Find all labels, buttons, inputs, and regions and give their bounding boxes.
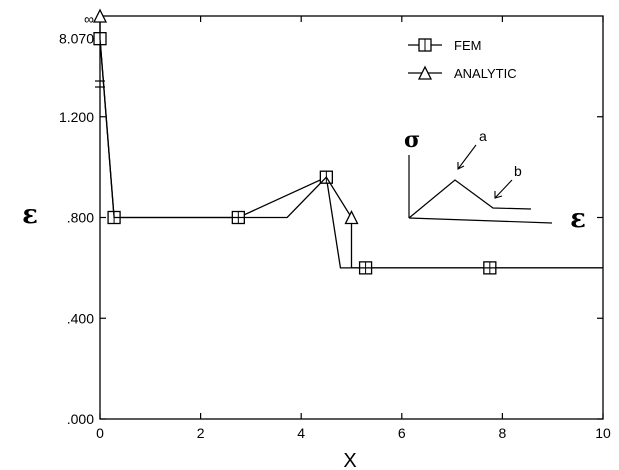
legend: FEM ANALYTIC [408,38,517,81]
inset-label-a: a [479,128,487,144]
stress-strain-inset: σ ε a b [404,127,586,234]
y-tick-label: .800 [67,210,94,226]
inset-label-b: b [514,163,522,179]
x-tick-label: 10 [595,425,611,441]
inset-sigma-label: σ [404,127,420,153]
axes: 0 2 4 6 8 10 .000 .400 .800 1.200 8.070 ∞ [59,11,611,441]
x-tick-label: 6 [398,425,406,441]
inset-arrow-a [457,144,477,170]
x-axis-title: X [343,450,356,470]
series-layer [92,8,603,275]
x-tick-label: 8 [499,425,507,441]
legend-label-fem: FEM [454,38,481,53]
legend-item-fem: FEM [408,38,481,53]
inset-x-axis [408,217,553,224]
x-tick-label: 2 [197,425,205,441]
inset-arrow-b [494,179,513,199]
x-tick-label: 0 [96,425,104,441]
series-line-analytic [99,16,603,269]
legend-item-analytic: ANALYTIC [408,65,517,81]
legend-triangle-marker [417,65,433,80]
y-tick-label: .400 [67,310,94,326]
inset-stress-strain-curve [408,179,532,219]
y-axis-title: ε [22,200,38,230]
inset-epsilon-label: ε [570,204,586,234]
y-infinity-label: ∞ [84,11,94,27]
data-point-analytic [92,8,108,23]
x-tick-label: 4 [297,425,305,441]
y-tick-label: .000 [67,411,94,427]
legend-label-analytic: ANALYTIC [454,66,517,81]
y-tick-label: 1.200 [59,109,94,125]
data-point-analytic [344,210,359,225]
y-break-tick-label: 8.070 [59,31,94,47]
